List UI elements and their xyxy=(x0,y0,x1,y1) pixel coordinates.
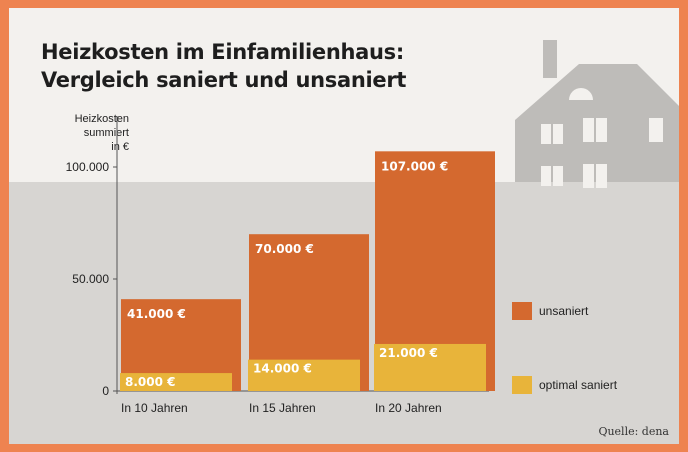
bar-label-unsaniert: 41.000 € xyxy=(127,307,186,321)
y-axis-label-line-3: in € xyxy=(111,141,129,153)
legend-label: unsaniert xyxy=(539,304,589,318)
legend-label: optimal saniert xyxy=(539,378,618,392)
chart-title-line-2: Vergleich saniert und unsaniert xyxy=(41,68,407,92)
bar-label-unsaniert: 70.000 € xyxy=(255,242,314,256)
chart-title-line-1: Heizkosten im Einfamilienhaus: xyxy=(41,40,404,64)
bar-label-optimal-saniert: 14.000 € xyxy=(253,362,312,376)
y-axis-label-line-2: summiert xyxy=(83,127,129,139)
x-tick-label: In 20 Jahren xyxy=(375,401,442,415)
y-axis-label: Heizkosten summiert in € xyxy=(33,112,129,154)
source-note: Quelle: dena xyxy=(598,425,669,438)
x-tick-label: In 15 Jahren xyxy=(249,401,316,415)
house-silhouette-icon xyxy=(515,40,679,188)
bar-label-optimal-saniert: 8.000 € xyxy=(125,375,175,389)
chart-title: Heizkosten im Einfamilienhaus: Vergleich… xyxy=(41,38,406,94)
bar-optimal-saniert xyxy=(120,373,232,391)
bar-chart: 0 50.000 100.000 41.000 € 8.000 € In 10 Jahre… xyxy=(66,116,618,415)
x-tick-label: In 10 Jahren xyxy=(121,401,188,415)
bar-optimal-saniert xyxy=(374,343,486,391)
bar-label-unsaniert: 107.000 € xyxy=(381,159,448,173)
legend-swatch xyxy=(512,302,532,320)
bar-optimal-saniert xyxy=(248,359,360,391)
legend-swatch xyxy=(512,376,532,394)
y-tick-label: 50.000 xyxy=(72,272,109,286)
y-axis-label-line-1: Heizkosten xyxy=(74,113,129,125)
chart-card: Heizkosten im Einfamilienhaus: Vergleich… xyxy=(9,8,679,444)
bar-label-optimal-saniert: 21.000 € xyxy=(379,346,438,360)
y-tick-label: 0 xyxy=(102,384,109,398)
y-tick-label: 100.000 xyxy=(66,160,110,174)
